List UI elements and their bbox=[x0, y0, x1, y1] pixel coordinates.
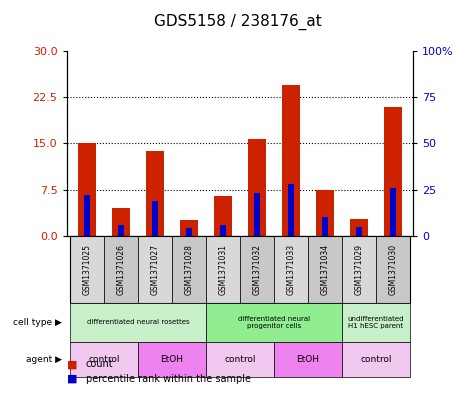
Bar bbox=[206, 342, 274, 377]
Bar bbox=[118, 225, 124, 236]
Bar bbox=[70, 342, 138, 377]
Bar bbox=[342, 236, 376, 303]
Bar bbox=[274, 342, 342, 377]
Text: agent ▶: agent ▶ bbox=[26, 355, 62, 364]
Bar bbox=[247, 138, 266, 236]
Text: GSM1371029: GSM1371029 bbox=[354, 244, 363, 295]
Text: undifferentiated
H1 hESC parent: undifferentiated H1 hESC parent bbox=[348, 316, 404, 329]
Text: ■: ■ bbox=[66, 360, 77, 369]
Bar bbox=[145, 151, 164, 236]
Bar bbox=[180, 220, 198, 236]
Bar bbox=[254, 193, 260, 236]
Text: GSM1371034: GSM1371034 bbox=[320, 244, 329, 295]
Text: GSM1371031: GSM1371031 bbox=[218, 244, 228, 295]
Bar bbox=[186, 228, 192, 236]
Bar bbox=[390, 188, 396, 236]
Bar bbox=[152, 201, 158, 236]
Text: control: control bbox=[360, 355, 391, 364]
Bar bbox=[70, 236, 104, 303]
Text: count: count bbox=[86, 360, 113, 369]
Bar bbox=[220, 225, 226, 236]
Text: GSM1371026: GSM1371026 bbox=[116, 244, 125, 295]
Text: differentiated neural
progenitor cells: differentiated neural progenitor cells bbox=[238, 316, 310, 329]
Bar bbox=[350, 219, 368, 236]
Bar bbox=[138, 236, 172, 303]
Bar bbox=[342, 342, 410, 377]
Bar bbox=[84, 195, 90, 236]
Bar bbox=[206, 236, 240, 303]
Bar bbox=[308, 236, 342, 303]
Bar bbox=[240, 236, 274, 303]
Bar bbox=[315, 189, 334, 236]
Bar bbox=[342, 303, 410, 342]
Bar bbox=[206, 303, 342, 342]
Text: GSM1371028: GSM1371028 bbox=[184, 244, 193, 295]
Bar bbox=[112, 208, 130, 236]
Text: cell type ▶: cell type ▶ bbox=[13, 318, 62, 327]
Bar bbox=[322, 217, 328, 236]
Text: GSM1371025: GSM1371025 bbox=[82, 244, 91, 295]
Text: GSM1371032: GSM1371032 bbox=[252, 244, 261, 295]
Text: EtOH: EtOH bbox=[161, 355, 183, 364]
Bar bbox=[383, 107, 402, 236]
Text: differentiated neural rosettes: differentiated neural rosettes bbox=[86, 319, 189, 325]
Text: GDS5158 / 238176_at: GDS5158 / 238176_at bbox=[153, 14, 322, 30]
Text: control: control bbox=[224, 355, 256, 364]
Bar bbox=[356, 226, 362, 236]
Bar bbox=[274, 236, 308, 303]
Text: control: control bbox=[88, 355, 120, 364]
Bar bbox=[288, 184, 294, 236]
Bar bbox=[77, 143, 96, 236]
Text: ■: ■ bbox=[66, 374, 77, 384]
Bar bbox=[282, 85, 300, 236]
Text: GSM1371027: GSM1371027 bbox=[151, 244, 160, 295]
Text: percentile rank within the sample: percentile rank within the sample bbox=[86, 374, 250, 384]
Bar bbox=[104, 236, 138, 303]
Bar bbox=[138, 342, 206, 377]
Text: EtOH: EtOH bbox=[296, 355, 319, 364]
Bar bbox=[214, 196, 232, 236]
Bar bbox=[172, 236, 206, 303]
Text: GSM1371030: GSM1371030 bbox=[389, 244, 398, 295]
Bar bbox=[70, 303, 206, 342]
Text: GSM1371033: GSM1371033 bbox=[286, 244, 295, 295]
Bar bbox=[376, 236, 410, 303]
